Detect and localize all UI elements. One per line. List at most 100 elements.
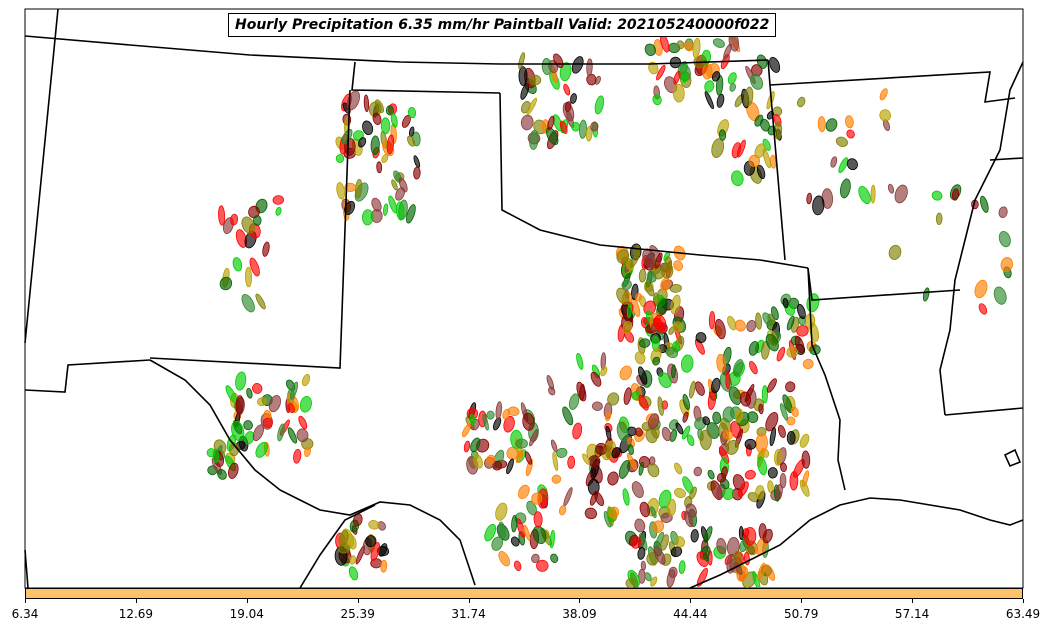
precip-blob [703,526,713,543]
precip-blob [744,86,754,107]
precip-blob [693,466,703,477]
precip-blob [217,469,227,480]
precip-blob [336,182,346,200]
precip-blob [630,251,641,269]
precip-blob [585,126,593,142]
precip-blob [515,450,523,464]
precip-blob [584,507,598,520]
precip-blob [682,393,691,411]
colorbar-tick [579,599,580,603]
precip-blob [894,184,908,204]
precip-blob [231,420,245,442]
precip-blob [676,40,685,50]
precip-blob [774,484,783,499]
precip-blob [678,560,686,574]
precip-blob [797,96,806,108]
precip-blob [749,360,758,375]
precip-blob [607,392,620,406]
precip-blob [536,559,549,572]
precip-blob [758,403,764,415]
colorbar-tick-label: 25.39 [340,607,375,621]
precip-blob [625,578,637,589]
precip-blob [754,485,765,500]
precip-blob [634,351,646,365]
precip-blob [796,325,809,337]
precip-blob [681,425,691,440]
map-title: Hourly Precipitation 6.35 mm/hr Paintbal… [235,17,770,33]
precip-blob [482,414,489,431]
precip-blob [361,209,374,226]
new-mexico-texas-border [149,89,351,369]
precip-blob [647,413,660,430]
precip-blob [840,178,851,199]
colorbar-tick [358,599,359,603]
precip-blob [708,311,716,330]
precip-blob [549,530,555,549]
precip-blob [576,352,584,370]
precip-blob [755,312,763,330]
precip-blob [287,427,298,444]
precip-blob [235,395,244,415]
precip-blob [638,394,649,411]
precip-blob [262,417,273,428]
precip-blob [388,195,398,214]
precip-blob [652,356,661,366]
precip-blob [790,406,799,418]
precip-blob [522,412,535,431]
oklahoma-texas-border [499,92,809,269]
precip-blob [249,257,260,277]
colorbar-tick-label: 57.14 [894,607,930,621]
precip-blob [235,371,247,391]
precip-blob [647,463,660,478]
precip-blob [349,555,356,565]
precip-blob [550,439,558,453]
precip-blob [605,444,611,459]
precip-blob [845,115,854,129]
precip-blob [594,95,605,115]
precip-blob [817,116,826,133]
precip-blob [673,260,683,271]
precip-blob [785,381,796,393]
precip-blob [559,62,572,82]
precip-blob [370,135,380,156]
precip-blob [675,422,684,435]
colorbar-tick [25,599,26,603]
precip-blob [382,203,389,216]
precip-blob [695,332,707,344]
precip-blob [776,346,786,362]
colorbar-tick [247,599,248,603]
precip-blob [780,462,787,473]
precip-blob [358,137,367,148]
precip-blob [716,537,727,555]
baja-coast [24,549,29,589]
precip-blob [922,287,930,302]
precip-blob [729,83,736,92]
precip-blob [650,506,657,519]
precip-blob [731,170,744,187]
precip-blob [526,97,538,115]
precip-blob [529,74,542,86]
precip-blob [650,576,658,587]
precip-blob [491,536,504,551]
precip-blob [644,281,655,297]
colorbar-tick [801,599,802,603]
precip-blob [748,341,760,356]
precip-blob [592,401,603,411]
precip-blob [684,41,694,52]
precip-blob [243,420,253,431]
colorbar-tick-label: 50.79 [784,607,819,621]
precip-blob [674,462,683,475]
precip-blob [531,492,543,505]
precip-blob [212,448,220,463]
precip-blob [363,94,370,113]
precip-blob [407,135,416,147]
precip-blob [779,473,787,489]
precip-blob [756,164,766,180]
arizona-mexico-border [24,359,151,393]
precip-blob [365,535,377,548]
colorbar-tick [1023,599,1024,603]
precip-blob [470,437,481,453]
coast-island [1003,448,1022,468]
precip-blob [673,70,681,85]
precip-blob [390,112,398,128]
